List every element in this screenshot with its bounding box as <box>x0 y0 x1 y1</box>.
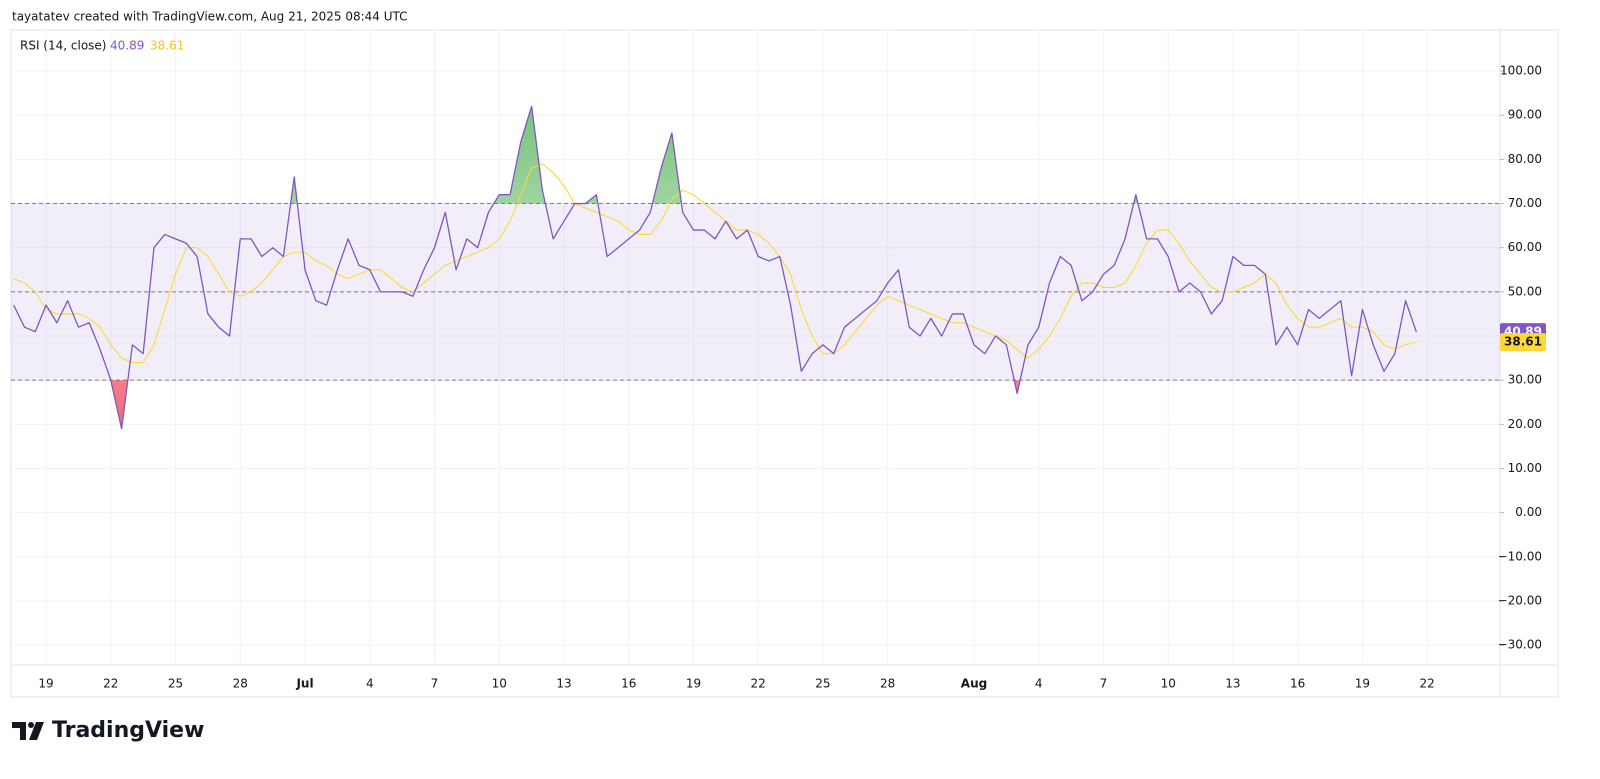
y-tick-label: −10.00 <box>1498 549 1542 563</box>
x-tick-label: 7 <box>1100 677 1108 691</box>
indicator-name: RSI (14, close) <box>20 39 106 53</box>
brand-logo <box>12 722 44 740</box>
y-tick-label: 30.00 <box>1508 373 1542 387</box>
x-tick-label: 13 <box>1225 677 1240 691</box>
x-tick-label: 13 <box>556 677 571 691</box>
x-tick-label: 28 <box>233 677 248 691</box>
x-tick-label: 16 <box>621 677 636 691</box>
x-tick-label: Aug <box>961 677 987 691</box>
y-tick-label: 90.00 <box>1508 108 1542 122</box>
brand-name: TradingView <box>52 718 204 743</box>
x-tick-label: 22 <box>751 677 766 691</box>
y-tick-label: 80.00 <box>1508 152 1542 166</box>
rsi-ma-line <box>13 163 1417 364</box>
last-value-tag <box>1500 333 1546 352</box>
chart-frame <box>10 29 1559 698</box>
x-tick-label: 19 <box>686 677 701 691</box>
y-tick-label: 0.00 <box>1515 505 1542 519</box>
y-tick-label: 100.00 <box>1500 64 1542 78</box>
x-tick-label: 22 <box>103 677 118 691</box>
x-tick-label: 25 <box>168 677 183 691</box>
x-tick-label: 16 <box>1290 677 1305 691</box>
last-value-label: 38.61 <box>1504 335 1542 349</box>
y-tick-label: 60.00 <box>1508 240 1542 254</box>
x-tick-label: 7 <box>431 677 439 691</box>
y-tick-label: 70.00 <box>1508 196 1542 210</box>
legend-rsi-value: 40.89 <box>110 39 144 53</box>
x-tick-label: 4 <box>366 677 374 691</box>
x-tick-label: Jul <box>295 677 313 691</box>
x-tick-label: 25 <box>815 677 830 691</box>
rsi-line <box>13 105 1417 430</box>
x-tick-label: 19 <box>38 677 53 691</box>
attribution: tayatatev created with TradingView.com, … <box>12 10 408 24</box>
x-tick-label: 4 <box>1035 677 1043 691</box>
x-tick-label: 10 <box>492 677 507 691</box>
x-tick-label: 22 <box>1420 677 1435 691</box>
y-tick-label: 10.00 <box>1508 461 1542 475</box>
x-tick-label: 19 <box>1355 677 1370 691</box>
y-tick-label: 20.00 <box>1508 417 1542 431</box>
x-tick-label: 10 <box>1161 677 1176 691</box>
y-tick-label: −20.00 <box>1498 593 1542 607</box>
grid: 100.00 90.00 80.00 70.00 60.00 50.00 4 0.00 30.0… <box>11 30 1542 691</box>
legend-ma-value: 38.61 <box>150 39 184 53</box>
y-tick-label: 50.00 <box>1508 284 1542 298</box>
y-tick-label: −30.00 <box>1498 638 1542 652</box>
x-tick-label: 28 <box>880 677 895 691</box>
